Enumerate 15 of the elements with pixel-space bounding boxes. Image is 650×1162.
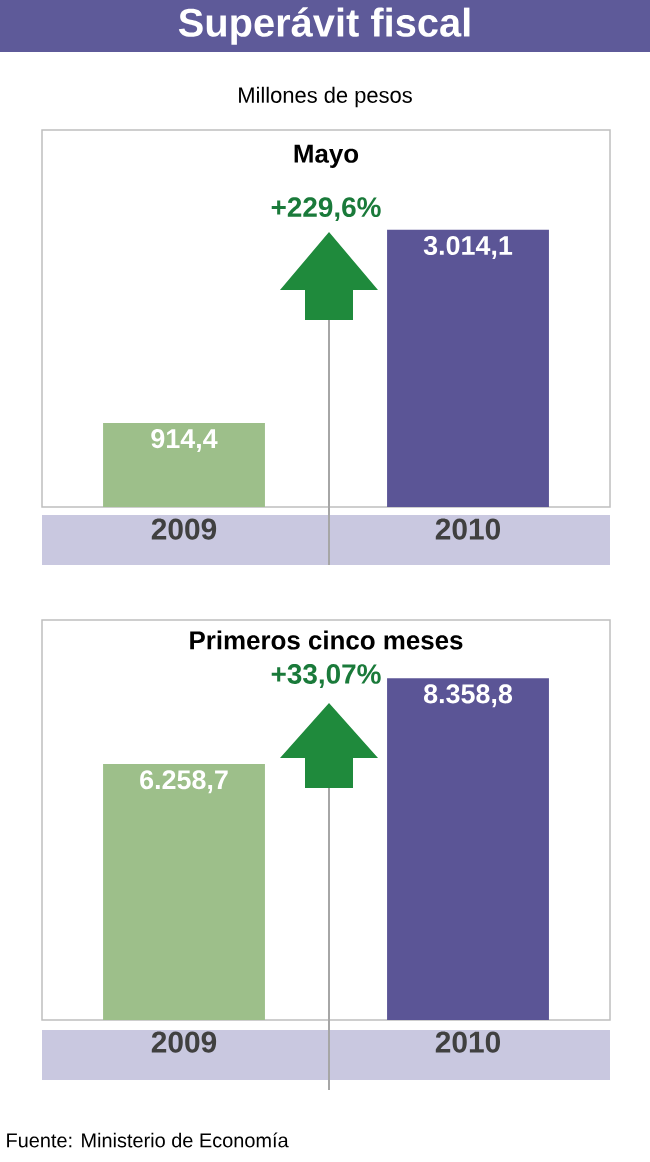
data-label: 3.014,1 bbox=[423, 236, 513, 259]
text: Mayo bbox=[294, 144, 359, 168]
x-tick-label: 2009 bbox=[151, 518, 217, 540]
chart-title: Primeros cinco meses bbox=[190, 630, 463, 650]
source-note: Fuente: Ministerio de Economía bbox=[7, 1132, 289, 1148]
x-tick-label: 2010 bbox=[435, 1031, 500, 1053]
x-tick-label: 2010 bbox=[435, 518, 500, 540]
chart-subtitle: Millones de pesos bbox=[239, 86, 412, 108]
annotation: +33,07% bbox=[271, 664, 381, 688]
data-label: 914,4 bbox=[151, 429, 218, 453]
x-tick-label: 2009 bbox=[151, 1031, 217, 1053]
chart-title: Superávit fiscal bbox=[178, 7, 470, 45]
data-label: 8.358,8 bbox=[423, 684, 513, 708]
text: +229,6% bbox=[271, 197, 381, 222]
data-label: 6.258,7 bbox=[140, 770, 228, 794]
